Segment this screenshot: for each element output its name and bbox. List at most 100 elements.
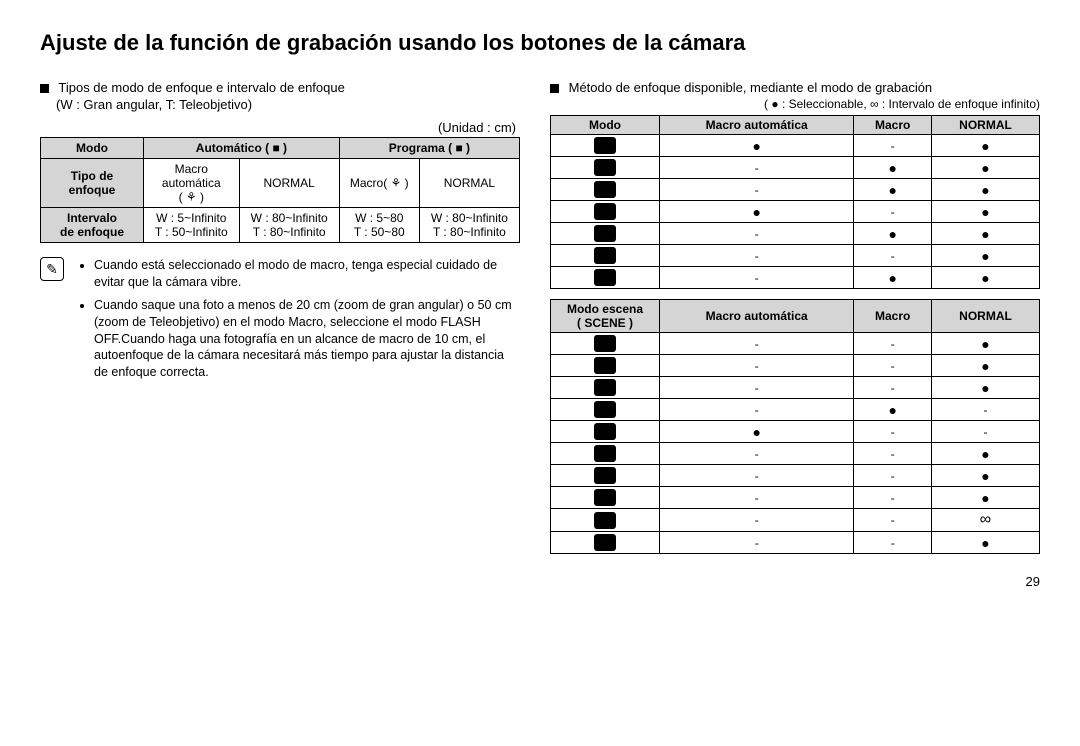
- availability-cell: -: [660, 399, 854, 421]
- mode-icon: [594, 423, 616, 440]
- availability-cell: -: [660, 355, 854, 377]
- availability-cell: -: [854, 465, 932, 487]
- mode-icon: [594, 512, 616, 529]
- mode-icon: [594, 247, 616, 264]
- mode-icon: [594, 357, 616, 374]
- mode-icon-cell: [551, 465, 660, 487]
- mode-icon-cell: [551, 509, 660, 532]
- availability-cell: ●: [932, 245, 1040, 267]
- t2-h-macro: Macro: [854, 300, 932, 333]
- availability-cell: -: [660, 509, 854, 532]
- right-heading-line: Método de enfoque disponible, mediante e…: [550, 80, 1040, 95]
- left-heading-line: Tipos de modo de enfoque e intervalo de …: [40, 80, 520, 95]
- th-modo: Modo: [41, 138, 144, 159]
- note-item-1: Cuando está seleccionado el modo de macr…: [94, 257, 520, 291]
- mode-icon-cell: [551, 399, 660, 421]
- th-auto: Automático ( ■ ): [144, 138, 340, 159]
- left-heading: Tipos de modo de enfoque e intervalo de …: [58, 80, 344, 95]
- note-icon: ✎: [40, 257, 66, 387]
- cell-tipo-auto2: NORMAL: [239, 159, 339, 208]
- note-box: ✎ Cuando está seleccionado el modo de ma…: [40, 257, 520, 387]
- availability-cell: ●: [932, 377, 1040, 399]
- availability-cell: ●: [932, 443, 1040, 465]
- cell-tipo-auto1: Macro automática ( ⚘ ): [144, 159, 240, 208]
- availability-cell: ●: [932, 201, 1040, 223]
- availability-cell: ●: [932, 465, 1040, 487]
- availability-cell: -: [660, 532, 854, 554]
- note-body: Cuando está seleccionado el modo de macr…: [76, 257, 520, 387]
- availability-cell: -: [660, 245, 854, 267]
- availability-cell: ●: [854, 399, 932, 421]
- right-heading: Método de enfoque disponible, mediante e…: [569, 80, 933, 95]
- availability-cell: -: [854, 532, 932, 554]
- availability-cell: ●: [932, 333, 1040, 355]
- availability-cell: ●: [932, 267, 1040, 289]
- availability-cell: -: [854, 135, 932, 157]
- left-column: Tipos de modo de enfoque e intervalo de …: [40, 78, 520, 554]
- availability-cell: ●: [932, 223, 1040, 245]
- bullet-square-icon: [40, 84, 49, 93]
- left-subnote: (W : Gran angular, T: Teleobjetivo): [56, 97, 520, 112]
- bullet-square-icon: [550, 84, 559, 93]
- mode-icon-cell: [551, 532, 660, 554]
- availability-cell: ●: [932, 355, 1040, 377]
- mode-icon: [594, 137, 616, 154]
- t1-h-macro: Macro: [854, 116, 932, 135]
- legend: ( ● : Seleccionable, ∞ : Intervalo de en…: [550, 97, 1040, 111]
- availability-cell: -: [854, 355, 932, 377]
- availability-cell: ●: [854, 223, 932, 245]
- row-label-tipo: Tipo de enfoque: [41, 159, 144, 208]
- mode-icon: [594, 225, 616, 242]
- availability-cell: ∞: [932, 509, 1040, 532]
- t2-h-modo: Modo escena ( SCENE ): [551, 300, 660, 333]
- unit-label: (Unidad : cm): [40, 120, 516, 135]
- mode-icon-cell: [551, 421, 660, 443]
- note-icon-glyph: ✎: [40, 257, 64, 281]
- t1-h-modo: Modo: [551, 116, 660, 135]
- availability-cell: ●: [660, 135, 854, 157]
- t2-h-macroauto: Macro automática: [660, 300, 854, 333]
- mode-icon-cell: [551, 443, 660, 465]
- mode-icon-cell: [551, 377, 660, 399]
- mode-icon-cell: [551, 201, 660, 223]
- availability-cell: ●: [854, 157, 932, 179]
- mode-icon: [594, 489, 616, 506]
- th-prog: Programa ( ■ ): [339, 138, 519, 159]
- mode-icon: [594, 379, 616, 396]
- mode-icon-cell: [551, 135, 660, 157]
- availability-cell: -: [932, 399, 1040, 421]
- mode-icon: [594, 159, 616, 176]
- t1-h-normal: NORMAL: [932, 116, 1040, 135]
- mode-icon-cell: [551, 157, 660, 179]
- mode-icon-cell: [551, 179, 660, 201]
- mode-icon-cell: [551, 487, 660, 509]
- cell-int-c2: W : 80~Infinito T : 80~Infinito: [239, 208, 339, 243]
- availability-cell: -: [854, 333, 932, 355]
- availability-cell: ●: [932, 487, 1040, 509]
- cell-int-c3: W : 5~80 T : 50~80: [339, 208, 419, 243]
- mode-icon: [594, 181, 616, 198]
- mode-icon: [594, 534, 616, 551]
- cell-int-c1: W : 5~Infinito T : 50~Infinito: [144, 208, 240, 243]
- mode-icon-cell: [551, 267, 660, 289]
- availability-cell: -: [932, 421, 1040, 443]
- availability-cell: -: [854, 509, 932, 532]
- mode-icon: [594, 467, 616, 484]
- page-number: 29: [40, 574, 1040, 589]
- availability-cell: ●: [660, 421, 854, 443]
- mode-icon-cell: [551, 333, 660, 355]
- availability-cell: -: [660, 333, 854, 355]
- availability-cell: ●: [932, 179, 1040, 201]
- availability-cell: -: [660, 157, 854, 179]
- availability-table-2: Modo escena ( SCENE ) Macro automática M…: [550, 299, 1040, 554]
- mode-icon: [594, 269, 616, 286]
- availability-cell: -: [854, 487, 932, 509]
- page-title: Ajuste de la función de grabación usando…: [40, 30, 1040, 56]
- availability-cell: -: [854, 377, 932, 399]
- mode-icon-cell: [551, 223, 660, 245]
- availability-cell: -: [660, 223, 854, 245]
- availability-cell: -: [660, 267, 854, 289]
- mode-icon: [594, 203, 616, 220]
- cell-tipo-prog1: Macro( ⚘ ): [339, 159, 419, 208]
- availability-cell: -: [660, 443, 854, 465]
